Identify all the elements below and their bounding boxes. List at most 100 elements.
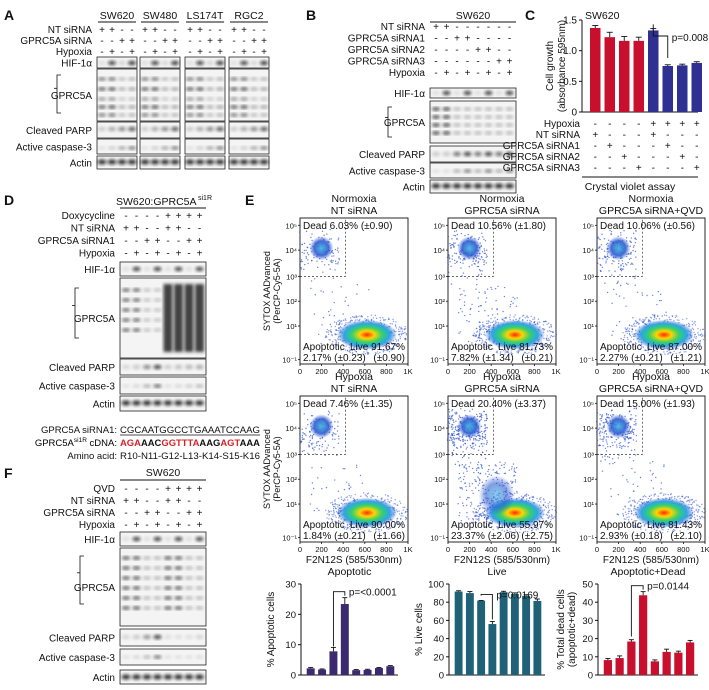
event-dot [484,240,487,242]
blot-band [186,127,194,131]
event-dot [450,265,452,268]
event-dot [478,477,480,479]
event-dot [686,318,688,320]
event-dot [632,232,635,235]
event-dot [452,424,454,426]
event-dot [311,444,313,446]
blot-band [151,113,159,117]
panel-letter: A [4,7,14,23]
event-dot [316,441,318,443]
blot-band [185,576,193,580]
event-dot [603,250,606,252]
sequence-label: GPRC5A siRNA1: [41,425,117,436]
event-dot [390,499,392,502]
event-dot [462,272,465,274]
blot-band [153,674,162,680]
event-dot [634,238,636,240]
event-dot [537,321,539,323]
blot-band [185,606,193,610]
event-dot [627,501,630,503]
event-dot [674,316,677,319]
event-dot [335,516,337,519]
event-dot [643,320,645,322]
blot-band [250,97,258,101]
y-tick-label: 10³ [583,450,594,459]
event-dot [481,250,484,253]
event-dot [477,262,479,264]
condition-sign: - [434,57,437,68]
condition-sign: - [156,484,159,495]
blot-band [143,318,151,322]
event-dot [514,471,517,474]
y-tick-label: 0 [291,671,296,682]
event-dot [523,314,525,317]
event-dot [448,422,451,425]
event-dot [496,313,499,315]
event-dot [642,318,644,321]
bar [352,670,361,675]
y-tick-label: 10³ [434,450,445,459]
condition-sign: - [262,25,265,36]
blot-band [108,61,116,65]
event-dot [478,467,480,469]
event-dot [482,236,484,238]
blot-band [143,288,151,292]
event-dot [631,262,633,264]
blot-band [185,566,193,570]
blot-band [230,97,238,101]
event-dot [300,266,302,269]
gate-line [300,218,346,277]
event-dot [478,310,480,313]
event-dot [486,427,488,429]
event-dot [462,444,465,446]
dead-percent: Dead 10.56% (±1.80) [451,221,546,232]
event-dot [449,261,451,263]
blot-strip [228,68,270,122]
event-dot [460,487,462,489]
blot-band [161,105,169,109]
event-dot [602,258,604,260]
event-dot [660,492,663,494]
event-dot [472,260,474,262]
event-dot [321,445,323,448]
event-dot [604,447,607,450]
condition-sign: + [679,119,685,130]
event-dot [311,233,313,235]
blot-band [98,61,106,65]
event-dot [628,330,631,333]
event-dot [545,337,547,340]
event-dot [668,318,671,321]
event-dot [642,346,645,348]
event-dot [454,259,456,262]
event-dot [541,343,544,345]
condition-sign: + [123,224,129,235]
event-dot [326,517,328,519]
event-dot [343,319,345,322]
event-dot [695,508,697,511]
event-dot [454,242,456,244]
condition-sign: + [433,22,439,33]
event-dot [624,506,627,508]
event-dot [398,513,401,515]
condition-sign: - [476,22,479,33]
event-dot [503,349,505,352]
event-dot [463,304,466,307]
condition-sign: + [186,211,192,222]
event-dot [344,468,346,470]
event-dot [453,430,455,433]
event-dot [450,283,453,285]
apoptotic-percent: 2.93% (±0.18) [600,531,663,542]
event-dot [478,334,480,337]
y-tick-label: 10¹ [286,322,297,331]
event-dot [688,323,691,326]
blot-band [432,107,440,111]
blot-band [185,635,193,639]
event-dot [697,334,700,336]
event-dot [450,247,452,249]
event-dot [596,255,598,257]
event-dot [307,452,309,455]
event-dot [618,295,621,297]
blot-band [216,113,224,117]
event-dot [503,295,506,298]
